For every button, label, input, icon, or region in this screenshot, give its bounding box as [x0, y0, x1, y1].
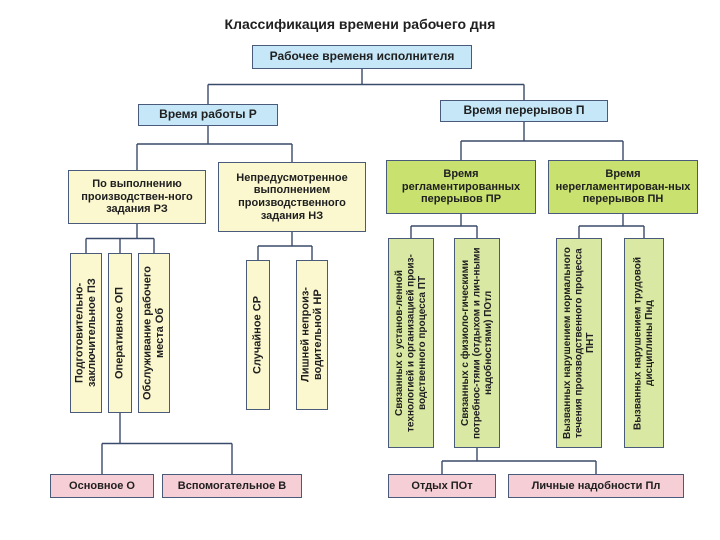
node-obsl: Обслуживание рабочего места Об	[138, 253, 170, 413]
node-vregl: Время регламентированных перерывов ПР	[386, 160, 536, 214]
diagram-title: Классификация времени рабочего дня	[0, 16, 720, 32]
node-svyz1: Связанных с установ-ленной технологией и…	[388, 238, 434, 448]
node-lichn: Личные надобности Пл	[508, 474, 684, 498]
node-svyz2: Связанных с физиоло-гическими потребнос-…	[454, 238, 500, 448]
node-workP: Время работы Р	[138, 104, 278, 126]
node-vspom: Вспомогательное В	[162, 474, 302, 498]
node-vyzn2: Вызванных нарушением трудовой дисциплины…	[624, 238, 664, 448]
node-vnregl: Время нерегламентирован-ных перерывов ПН	[548, 160, 698, 214]
node-vyzn1: Вызванных нарушением нормального течения…	[556, 238, 602, 448]
node-podg: Подготовительно-заключительное ПЗ	[70, 253, 102, 413]
node-sluch: Случайное СР	[246, 260, 270, 410]
node-nepre: Непредусмотренное выполнением производст…	[218, 162, 366, 232]
node-oper: Оперативное ОП	[108, 253, 132, 413]
node-lish: Лишней непроиз-водительной НР	[296, 260, 328, 410]
node-breakP: Время перерывов П	[440, 100, 608, 122]
node-osn: Основное О	[50, 474, 154, 498]
node-po_vyp: По выполнению производствен-ного задания…	[68, 170, 206, 224]
node-root: Рабочее временя исполнителя	[252, 45, 472, 69]
node-otdyh: Отдых ПОт	[388, 474, 496, 498]
